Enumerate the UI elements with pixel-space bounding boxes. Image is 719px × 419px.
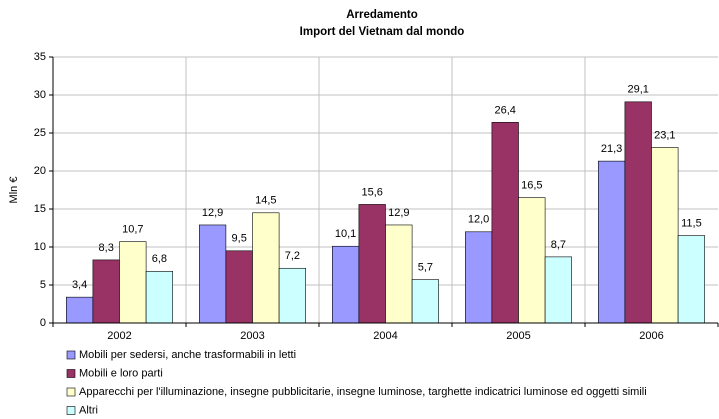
bar (119, 241, 147, 324)
value-label: 12,9 (388, 207, 409, 219)
x-tick-label: 2006 (639, 330, 663, 342)
bar (252, 212, 280, 324)
bar (464, 231, 493, 324)
bar (385, 224, 413, 324)
x-tick-label: 2004 (373, 330, 397, 342)
value-label: 12,0 (468, 214, 489, 226)
x-tick-label: 2003 (240, 330, 264, 342)
value-label: 8,3 (99, 242, 114, 254)
bar (145, 271, 174, 324)
value-label: 21,3 (601, 143, 622, 155)
legend-swatch (66, 387, 76, 397)
value-label: 8,7 (551, 239, 566, 251)
value-label: 10,7 (122, 224, 143, 236)
chart-title: Arredamento (346, 9, 418, 21)
value-label: 9,5 (232, 233, 247, 245)
y-tick-label: 35 (34, 51, 46, 63)
y-tick-label: 15 (34, 203, 46, 215)
x-tick-label: 2002 (107, 330, 131, 342)
y-axis-label: Mln € (8, 177, 20, 204)
value-label: 14,5 (255, 195, 276, 207)
legend-swatch (66, 369, 76, 378)
value-label: 5,7 (418, 262, 433, 274)
bar (199, 224, 227, 324)
legend-swatch (66, 350, 76, 360)
y-tick-label: 20 (34, 165, 46, 177)
bar (411, 279, 440, 324)
bar (278, 267, 307, 324)
bar (597, 160, 626, 324)
bar (225, 250, 253, 324)
bar (92, 259, 120, 324)
value-label: 12,9 (202, 207, 223, 219)
value-label: 26,4 (494, 104, 515, 116)
y-tick-label: 10 (34, 241, 46, 253)
bar (331, 245, 360, 324)
value-label: 29,1 (627, 84, 648, 96)
value-label: 15,6 (361, 186, 382, 198)
value-label: 3,4 (72, 279, 87, 291)
legend-label: Mobili per sedersi, anche trasformabili … (79, 349, 296, 361)
x-tick-label: 2005 (506, 330, 530, 342)
value-label: 7,2 (285, 250, 300, 262)
bar (518, 197, 546, 324)
value-label: 10,1 (335, 228, 356, 240)
legend-label: Altri (79, 404, 98, 416)
value-label: 23,1 (654, 129, 675, 141)
bar (544, 256, 572, 324)
bar (651, 147, 679, 324)
bar (624, 101, 652, 324)
bar (66, 296, 94, 324)
y-tick-label: 0 (40, 317, 46, 329)
y-tick-label: 5 (40, 279, 46, 291)
bar (677, 235, 705, 324)
y-tick-label: 25 (34, 127, 46, 139)
value-label: 16,5 (521, 180, 542, 192)
legend-swatch (66, 406, 76, 415)
chart-subtitle: Import del Vietnam dal mondo (300, 26, 465, 38)
value-label: 6,8 (152, 253, 167, 265)
value-label: 11,5 (681, 218, 702, 230)
y-tick-label: 30 (34, 89, 46, 101)
bar (491, 122, 519, 324)
legend-label: Apparecchi per l'illuminazione, insegne … (79, 386, 647, 398)
bar (358, 204, 386, 324)
legend-label: Mobili e loro parti (79, 367, 163, 379)
